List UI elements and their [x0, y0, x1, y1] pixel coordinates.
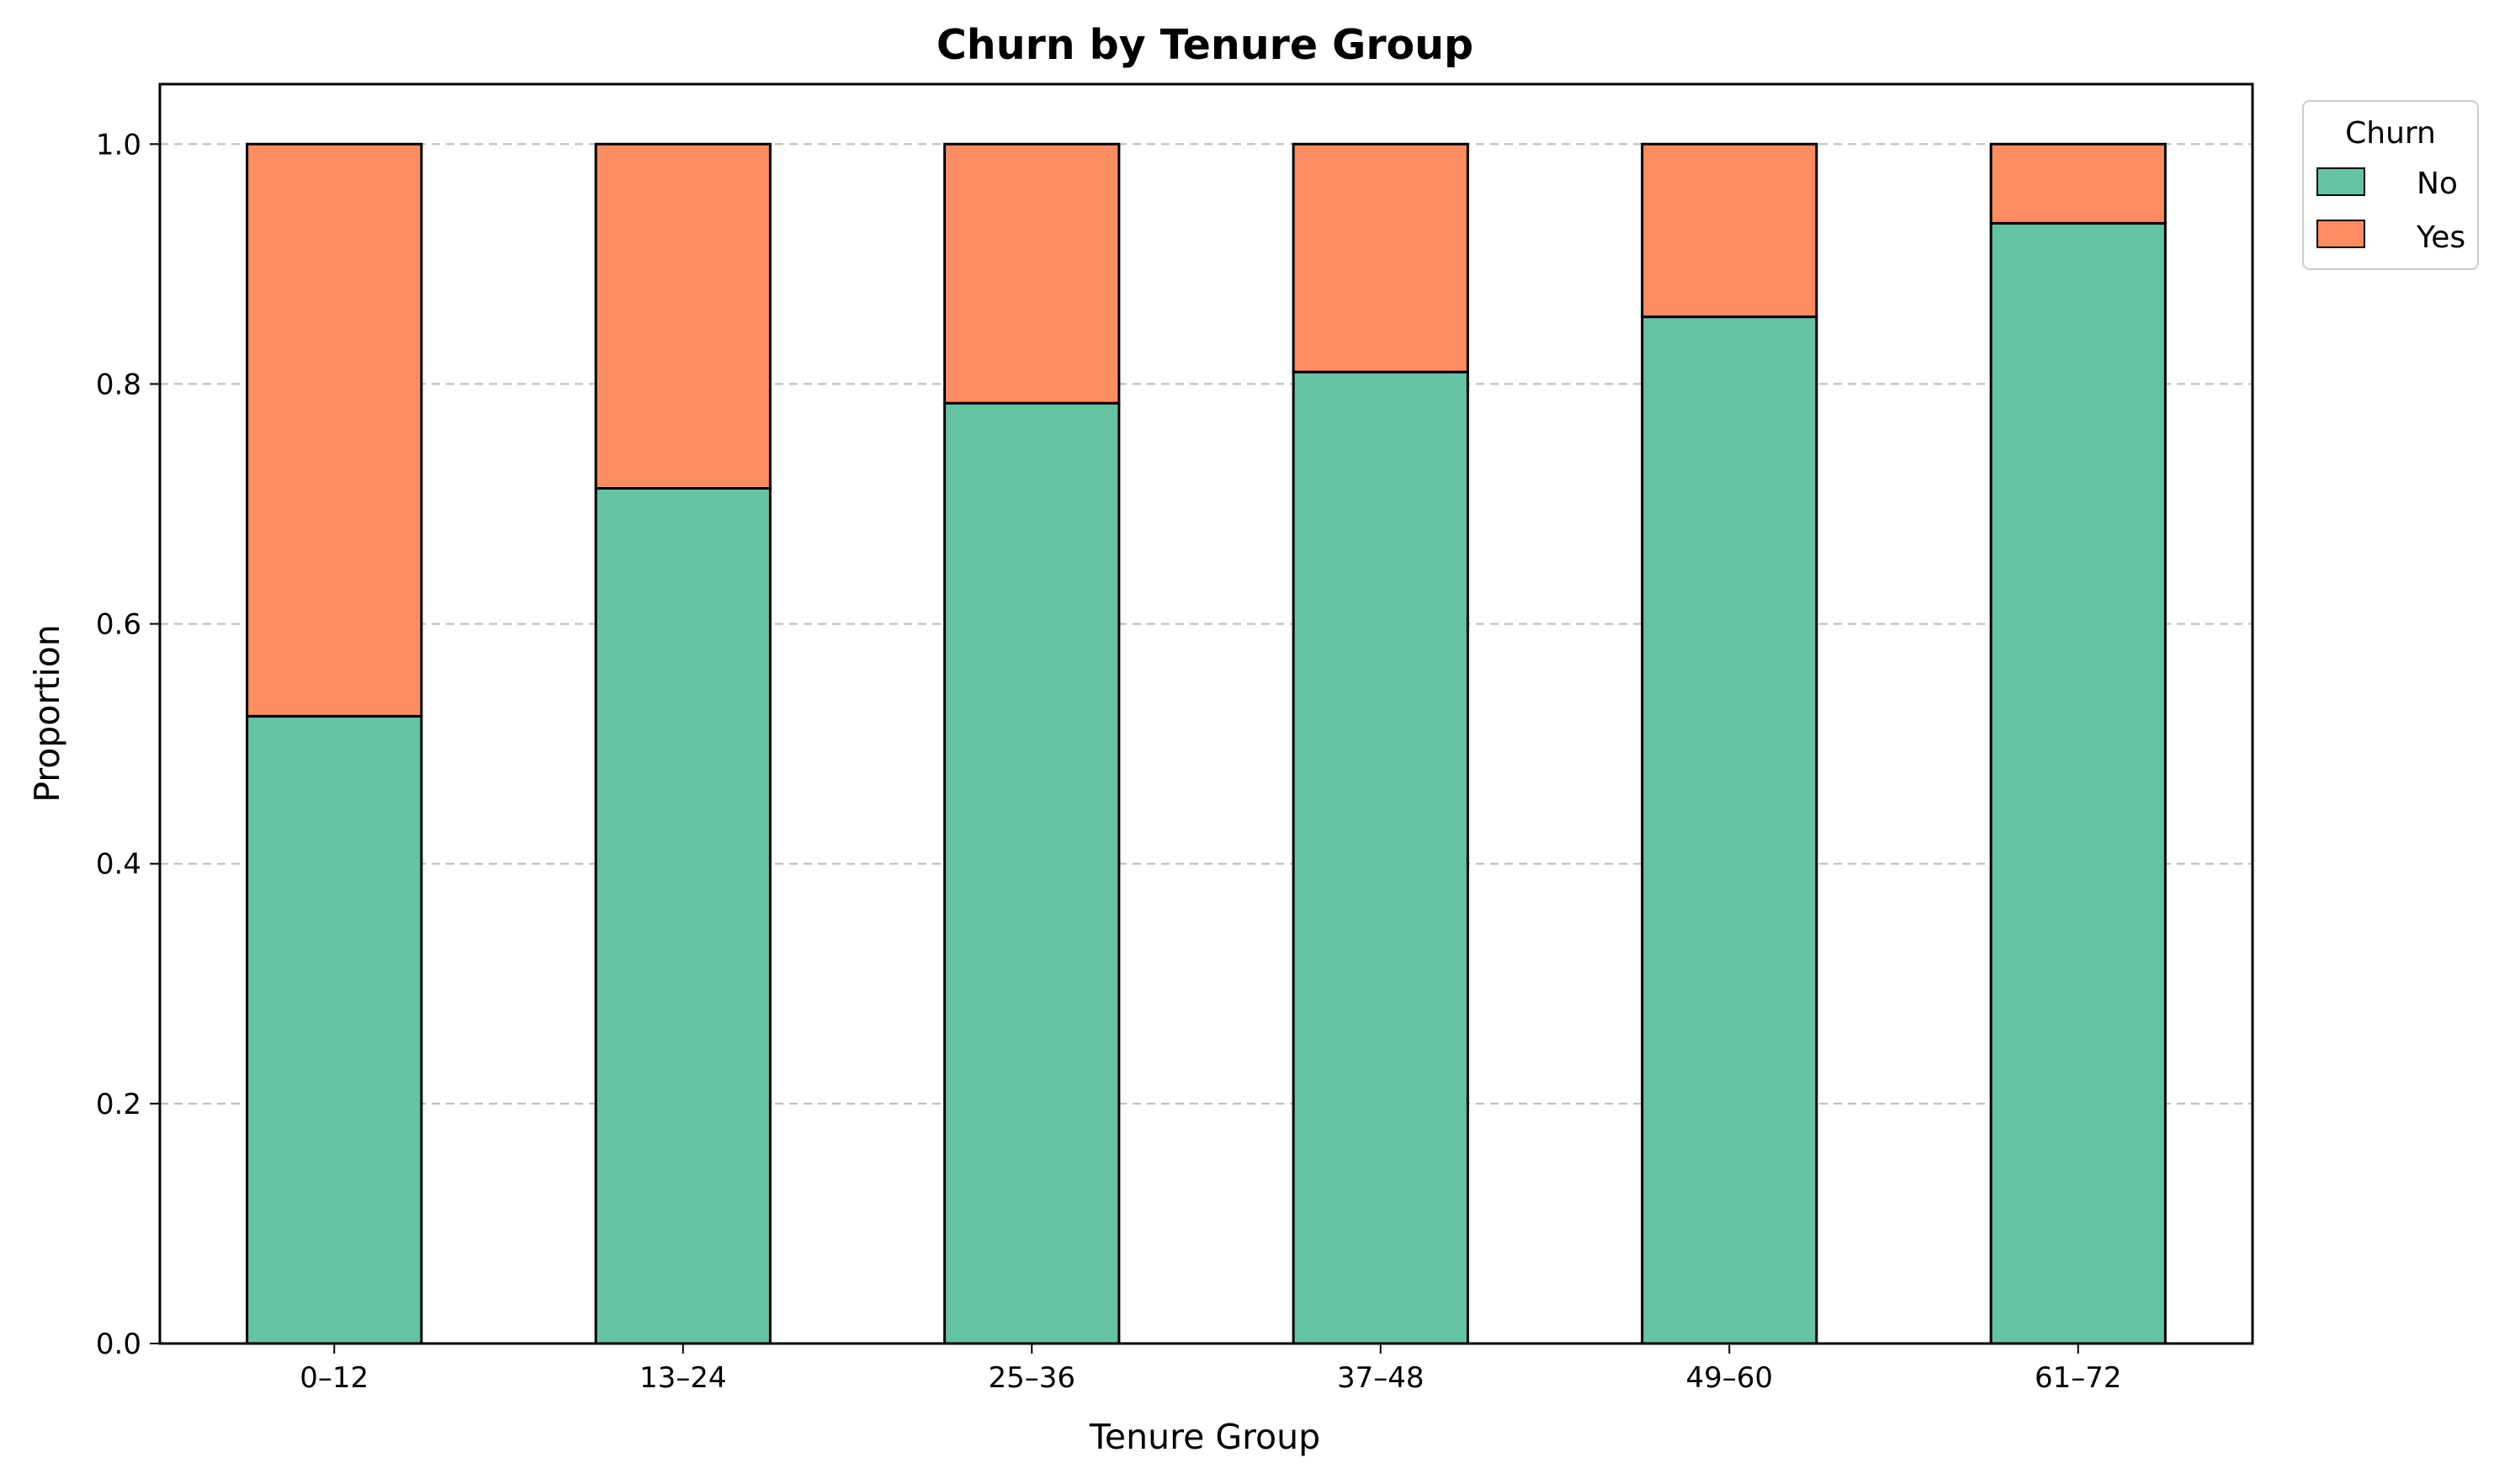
- grid-lines: [160, 143, 2253, 1344]
- legend-swatch-yes: [2316, 220, 2365, 248]
- legend-swatch-no: [2316, 167, 2365, 196]
- x-tick-label: 49–60: [1685, 1361, 1773, 1395]
- y-tick-label: 0.0: [96, 1328, 141, 1361]
- y-tick-label: 0.6: [96, 608, 141, 642]
- x-tick-label: 13–24: [639, 1361, 727, 1395]
- legend-label-yes: Yes: [2416, 220, 2465, 255]
- bar-no-2: [943, 401, 1121, 1345]
- bars: [246, 142, 2167, 1345]
- legend: Churn No Yes: [2302, 100, 2479, 270]
- legend-title: Churn: [2345, 116, 2436, 151]
- x-tick-label: 0–12: [300, 1361, 369, 1395]
- x-axis: 0–12 13–24 25–36 37–48 49–60 61–72: [300, 1344, 2122, 1395]
- x-axis-label: Tenure Group: [1089, 1417, 1320, 1457]
- plot-frame: [158, 82, 2254, 1345]
- x-tick-label: 25–36: [988, 1361, 1075, 1395]
- bar-no-3: [1292, 370, 1469, 1345]
- bar-yes-5: [1989, 142, 2167, 225]
- y-axis-label: Proportion: [27, 624, 67, 803]
- x-tick-label: 61–72: [2035, 1361, 2122, 1395]
- y-tick-label: 0.4: [96, 848, 141, 882]
- bar-no-5: [1989, 221, 2167, 1345]
- y-tick-label: 1.0: [96, 128, 141, 162]
- y-axis: 0.0 0.2 0.4 0.6 0.8 1.0: [96, 128, 160, 1361]
- y-tick-label: 0.2: [96, 1088, 141, 1121]
- bar-yes-3: [1292, 142, 1469, 374]
- x-tick-label: 37–48: [1337, 1361, 1425, 1395]
- bar-no-4: [1641, 315, 1818, 1345]
- bar-no-1: [594, 486, 772, 1345]
- y-tick-label: 0.8: [96, 368, 141, 401]
- legend-label-no: No: [2417, 167, 2458, 201]
- bar-yes-4: [1641, 142, 1818, 319]
- bar-no-0: [246, 714, 423, 1345]
- chart-title: Churn by Tenure Group: [937, 21, 1473, 69]
- bar-yes-1: [594, 142, 772, 490]
- bar-yes-0: [246, 142, 423, 718]
- bar-yes-2: [943, 142, 1121, 405]
